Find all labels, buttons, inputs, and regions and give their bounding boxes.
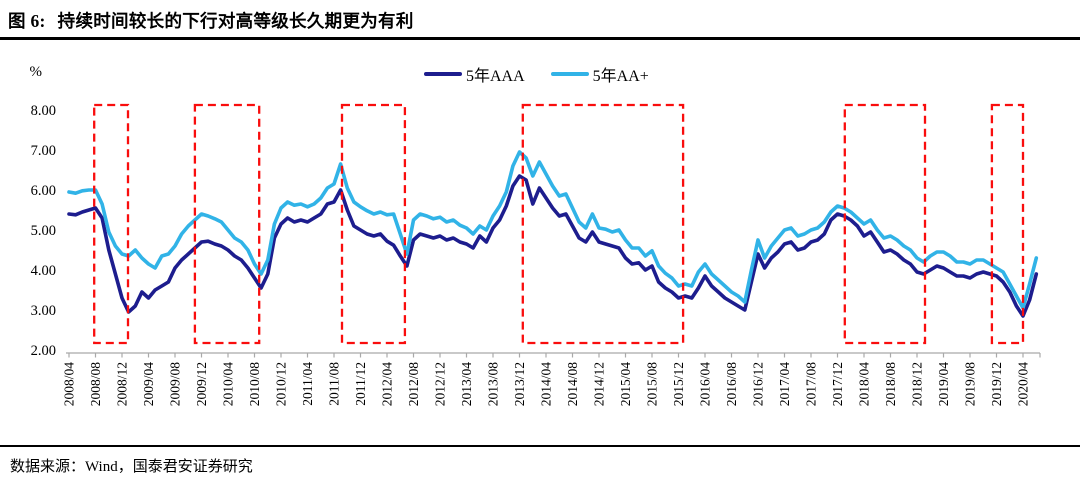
x-axis-labels: 2008/04 2008/08 2008/12 2009/04 2009/08 2009/… — [62, 362, 1031, 407]
legend-line-aaa-icon — [424, 71, 462, 77]
x-tick-label: 2010/04 — [221, 362, 236, 407]
y-tick-label: 8.00 — [31, 103, 56, 119]
y-axis-unit: % — [30, 64, 43, 80]
highlight-box — [340, 103, 407, 345]
x-tick-label: 2015/04 — [618, 362, 633, 407]
highlight-box — [93, 103, 130, 345]
legend-label-aaa: 5年AAA — [466, 68, 525, 85]
y-tick-label: 4.00 — [31, 263, 56, 279]
y-tick-label: 7.00 — [31, 143, 56, 159]
y-tick-label: 2.00 — [31, 343, 56, 359]
x-tick-label: 2013/08 — [486, 362, 501, 407]
chart-legend: 5年AAA 5年AA+ — [424, 62, 649, 86]
x-tick-label: 2011/04 — [300, 362, 315, 406]
x-tick-label: 2011/08 — [327, 362, 342, 406]
chart-area: 2008/04 2008/08 2008/12 2009/04 2009/08 2009/… — [0, 40, 1080, 445]
x-tick-label: 2016/04 — [698, 362, 713, 407]
x-tick-label: 2015/12 — [671, 362, 686, 406]
x-tick-label: 2010/08 — [247, 362, 262, 407]
x-tick-label: 2014/12 — [592, 362, 607, 406]
x-tick-label: 2018/08 — [883, 362, 898, 407]
figure-title: 图 6: 持续时间较长的下行对高等级长久期更为有利 — [8, 11, 414, 31]
x-tick-label: 2019/08 — [963, 362, 978, 407]
x-tick-label: 2016/08 — [724, 362, 739, 407]
line-chart: 2008/04 2008/08 2008/12 2009/04 2009/08 2009/… — [30, 64, 1041, 407]
figure-header: 图 6: 持续时间较长的下行对高等级长久期更为有利 — [0, 0, 1080, 40]
x-tick-label: 2008/04 — [62, 362, 77, 407]
x-tick-label: 2017/12 — [830, 362, 845, 406]
y-tick-label: 3.00 — [31, 303, 56, 319]
highlight-boxes — [93, 103, 1025, 345]
x-tick-label: 2009/04 — [141, 362, 156, 407]
highlight-box — [521, 103, 685, 345]
x-tick-label: 2013/04 — [459, 362, 474, 407]
x-tick-label: 2008/12 — [115, 362, 130, 406]
x-tick-label: 2019/04 — [936, 362, 951, 407]
legend-item-5y-aa-plus: 5年AA+ — [550, 62, 649, 86]
x-tick-label: 2018/12 — [910, 362, 925, 406]
x-tick-label: 2020/04 — [1016, 362, 1031, 407]
legend-line-aa-plus-icon — [550, 71, 589, 77]
y-tick-label: 6.00 — [31, 183, 56, 199]
legend-item-5y-aaa: 5年AAA — [424, 62, 525, 86]
series-line-5y-aa-plus — [67, 150, 1039, 310]
figure-footer: 数据来源：Wind，国泰君安证券研究 — [0, 445, 1080, 476]
highlight-box — [193, 103, 261, 345]
x-axis — [66, 352, 1041, 358]
x-tick-label: 2017/08 — [804, 362, 819, 407]
highlight-box — [843, 103, 927, 345]
y-axis-labels: 8.00 7.00 6.00 5.00 4.00 3.00 2.00 — [31, 103, 56, 359]
x-tick-label: 2017/04 — [777, 362, 792, 407]
x-tick-label: 2010/12 — [274, 362, 289, 406]
x-tick-label: 2013/12 — [512, 362, 527, 406]
x-tick-label: 2018/04 — [857, 362, 872, 407]
y-tick-label: 5.00 — [31, 223, 56, 239]
highlight-box — [990, 103, 1025, 345]
x-tick-label: 2012/04 — [380, 362, 395, 407]
x-tick-label: 2011/12 — [353, 362, 368, 406]
x-tick-label: 2012/12 — [433, 362, 448, 406]
x-tick-label: 2009/12 — [194, 362, 209, 406]
x-tick-label: 2014/04 — [539, 362, 554, 407]
x-tick-label: 2008/08 — [88, 362, 103, 407]
series-line-5y-aaa — [67, 174, 1039, 318]
data-source: 数据来源：Wind，国泰君安证券研究 — [10, 459, 253, 475]
figure-number: 图 6: — [8, 11, 46, 31]
figure-title-text: 持续时间较长的下行对高等级长久期更为有利 — [57, 11, 414, 31]
x-tick-label: 2015/08 — [645, 362, 660, 407]
x-tick-label: 2014/08 — [565, 362, 580, 407]
x-tick-label: 2016/12 — [751, 362, 766, 406]
x-tick-label: 2019/12 — [989, 362, 1004, 406]
x-tick-label: 2009/08 — [168, 362, 183, 407]
legend-label-aa-plus: 5年AA+ — [592, 68, 649, 85]
x-tick-label: 2012/08 — [406, 362, 421, 407]
